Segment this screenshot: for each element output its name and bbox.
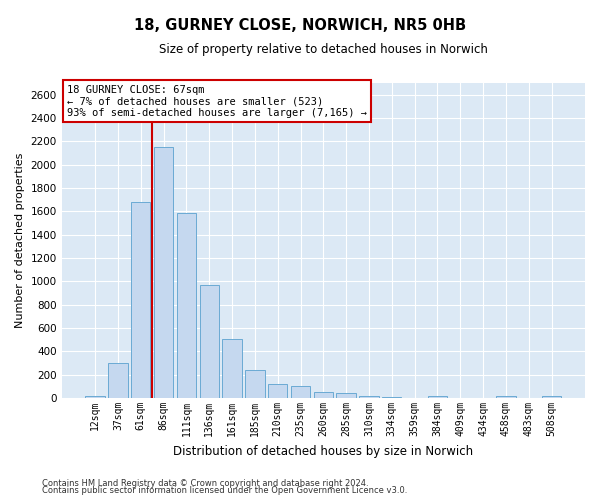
Bar (337, 394, 356, 398)
Bar (268, 384, 287, 398)
Bar (382, 397, 401, 398)
Title: Size of property relative to detached houses in Norwich: Size of property relative to detached ho… (159, 42, 488, 56)
Bar (154, 147, 173, 398)
Text: Contains HM Land Registry data © Crown copyright and database right 2024.: Contains HM Land Registry data © Crown c… (42, 478, 368, 488)
Bar (177, 212, 196, 398)
Bar (85, 396, 105, 398)
Bar (291, 386, 310, 398)
Bar (359, 396, 379, 398)
Bar (542, 396, 561, 398)
X-axis label: Distribution of detached houses by size in Norwich: Distribution of detached houses by size … (173, 444, 473, 458)
Bar (428, 396, 447, 398)
Bar (200, 285, 219, 398)
Bar (314, 392, 333, 398)
Text: Contains public sector information licensed under the Open Government Licence v3: Contains public sector information licen… (42, 486, 407, 495)
Bar (223, 339, 242, 398)
Text: 18 GURNEY CLOSE: 67sqm
← 7% of detached houses are smaller (523)
93% of semi-det: 18 GURNEY CLOSE: 67sqm ← 7% of detached … (67, 84, 367, 118)
Text: 18, GURNEY CLOSE, NORWICH, NR5 0HB: 18, GURNEY CLOSE, NORWICH, NR5 0HB (134, 18, 466, 32)
Bar (131, 202, 151, 398)
Y-axis label: Number of detached properties: Number of detached properties (15, 153, 25, 328)
Bar (108, 363, 128, 398)
Bar (496, 396, 515, 398)
Bar (245, 370, 265, 398)
